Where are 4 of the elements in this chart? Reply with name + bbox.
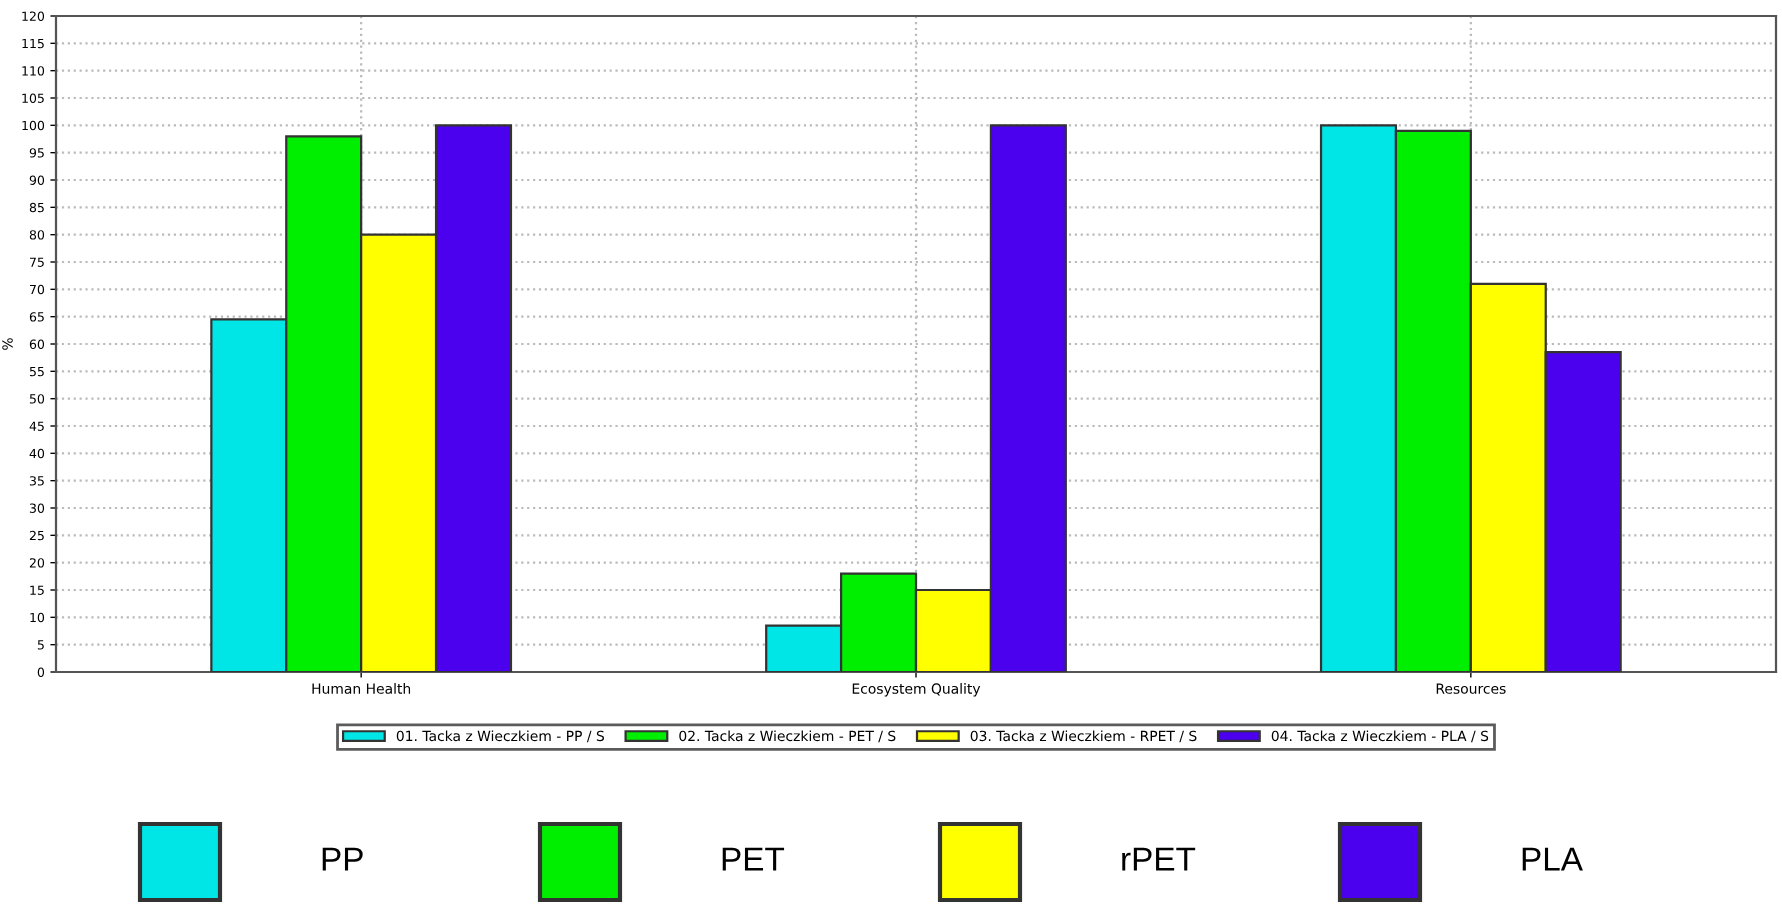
text: PET bbox=[722, 847, 785, 871]
text: PLA bbox=[1522, 847, 1583, 871]
text: rPET bbox=[1122, 847, 1196, 871]
text: PP bbox=[322, 847, 363, 871]
